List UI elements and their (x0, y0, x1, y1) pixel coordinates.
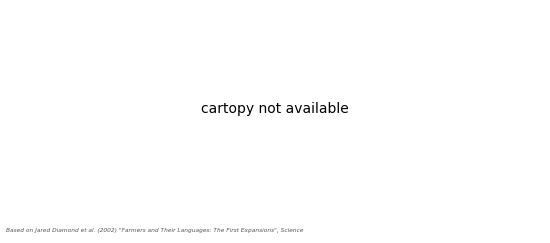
Text: Based on Jared Diamond et al. (2002) "Farmers and Their Languages: The First Exp: Based on Jared Diamond et al. (2002) "Fa… (6, 228, 303, 233)
Text: cartopy not available: cartopy not available (201, 102, 349, 116)
